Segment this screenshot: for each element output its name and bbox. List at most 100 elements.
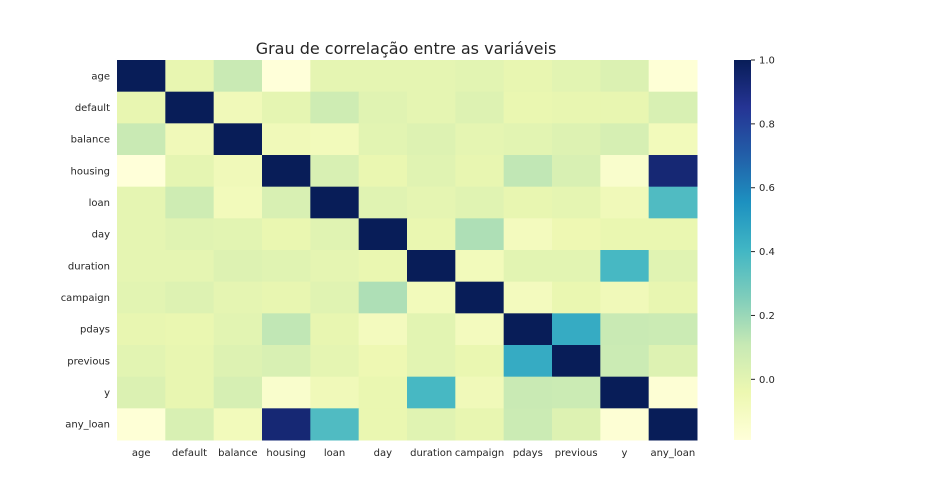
heatmap-cell	[165, 281, 215, 314]
y-tick-label: y	[104, 388, 110, 399]
heatmap-cell	[358, 60, 408, 93]
heatmap-cell	[407, 91, 456, 124]
heatmap-cell	[455, 313, 505, 346]
heatmap-cell	[648, 218, 698, 251]
heatmap-cell	[213, 218, 263, 251]
heatmap-cell	[310, 408, 360, 441]
heatmap-cell	[648, 345, 698, 378]
heatmap-cell	[407, 345, 456, 378]
heatmap-cell	[165, 186, 215, 219]
heatmap-cell	[213, 155, 263, 188]
heatmap-cell	[600, 186, 650, 219]
heatmap-cell	[600, 218, 650, 251]
heatmap-cell	[407, 155, 456, 188]
heatmap-cell	[358, 313, 408, 346]
heatmap-cell	[310, 281, 360, 314]
heatmap-cell	[165, 345, 215, 378]
heatmap-cell	[600, 250, 650, 283]
heatmap-cell	[455, 91, 505, 124]
heatmap-cell	[503, 91, 553, 124]
colorbar-tick-label: 0.6	[759, 183, 775, 194]
heatmap-cell	[600, 60, 650, 93]
heatmap-cell	[213, 408, 263, 441]
x-tick-label: housing	[266, 448, 305, 459]
heatmap-cell	[600, 281, 650, 314]
heatmap-cell	[213, 313, 263, 346]
heatmap-cell	[455, 155, 505, 188]
heatmap-cell	[310, 155, 360, 188]
heatmap-cell	[262, 186, 311, 219]
y-tick-label: age	[91, 71, 110, 82]
heatmap-cell	[455, 281, 505, 314]
heatmap-cell	[503, 60, 553, 93]
heatmap-cell	[213, 186, 263, 219]
heatmap-cell	[117, 60, 166, 93]
x-tick-label: pdays	[513, 448, 543, 459]
heatmap-cell	[648, 186, 698, 219]
heatmap-cell	[455, 250, 505, 283]
x-tick-label: balance	[218, 448, 257, 459]
heatmap-cell	[165, 313, 215, 346]
y-tick-label: loan	[89, 198, 110, 209]
heatmap-cell	[165, 250, 215, 283]
heatmap-cell	[407, 218, 456, 251]
heatmap-cell	[165, 155, 215, 188]
x-axis-tick-labels: age default balance housing loan day duration c…	[132, 448, 695, 459]
heatmap-cell	[407, 123, 456, 156]
heatmap-cell	[503, 313, 553, 346]
heatmap-cell	[503, 345, 553, 378]
heatmap-cell	[455, 345, 505, 378]
heatmap-cell	[407, 408, 456, 441]
heatmap-cell	[407, 250, 456, 283]
heatmap-cell	[358, 186, 408, 219]
heatmap-cell	[600, 313, 650, 346]
heatmap-cell	[455, 123, 505, 156]
heatmap-cell	[552, 376, 601, 409]
colorbar-ticks: 1.0 0.8 0.6 0.4 0.2 0.0	[751, 56, 775, 386]
heatmap-cell	[310, 313, 360, 346]
x-tick-label: loan	[324, 448, 345, 459]
heatmap-cell	[213, 376, 263, 409]
heatmap-cell	[310, 123, 360, 156]
heatmap-cell	[648, 281, 698, 314]
heatmap-cell	[117, 91, 166, 124]
heatmap-cell	[503, 155, 553, 188]
heatmap-cell	[648, 408, 698, 441]
heatmap-cell	[262, 155, 311, 188]
heatmap-cell	[552, 155, 601, 188]
colorbar	[734, 60, 751, 440]
heatmap-cell	[117, 250, 166, 283]
heatmap-cell	[358, 345, 408, 378]
heatmap-cell	[358, 91, 408, 124]
heatmap-cell	[117, 123, 166, 156]
heatmap-cell	[455, 218, 505, 251]
heatmap-cell	[213, 91, 263, 124]
heatmap-cell	[455, 376, 505, 409]
heatmap-cell	[117, 408, 166, 441]
y-tick-label: campaign	[61, 293, 110, 304]
x-tick-label: day	[374, 448, 392, 459]
heatmap-cell	[262, 60, 311, 93]
heatmap-cell	[262, 218, 311, 251]
heatmap-cell	[503, 376, 553, 409]
heatmap-cell	[262, 408, 311, 441]
heatmap-cell	[407, 281, 456, 314]
y-tick-label: housing	[71, 166, 110, 177]
heatmap-cell	[165, 408, 215, 441]
heatmap-cell	[503, 281, 553, 314]
heatmap-cell	[262, 345, 311, 378]
heatmap-cell	[600, 155, 650, 188]
heatmap-cell	[407, 186, 456, 219]
heatmap-cell	[310, 60, 360, 93]
x-tick-label: any_loan	[650, 448, 695, 459]
heatmap-cell	[503, 123, 553, 156]
heatmap-cell	[358, 408, 408, 441]
heatmap-cell	[600, 376, 650, 409]
heatmap-cell	[407, 60, 456, 93]
y-tick-label: duration	[68, 261, 110, 272]
colorbar-tick-label: 1.0	[759, 56, 775, 67]
heatmap-cell	[117, 218, 166, 251]
heatmap-cell	[310, 376, 360, 409]
heatmap-cell	[552, 186, 601, 219]
